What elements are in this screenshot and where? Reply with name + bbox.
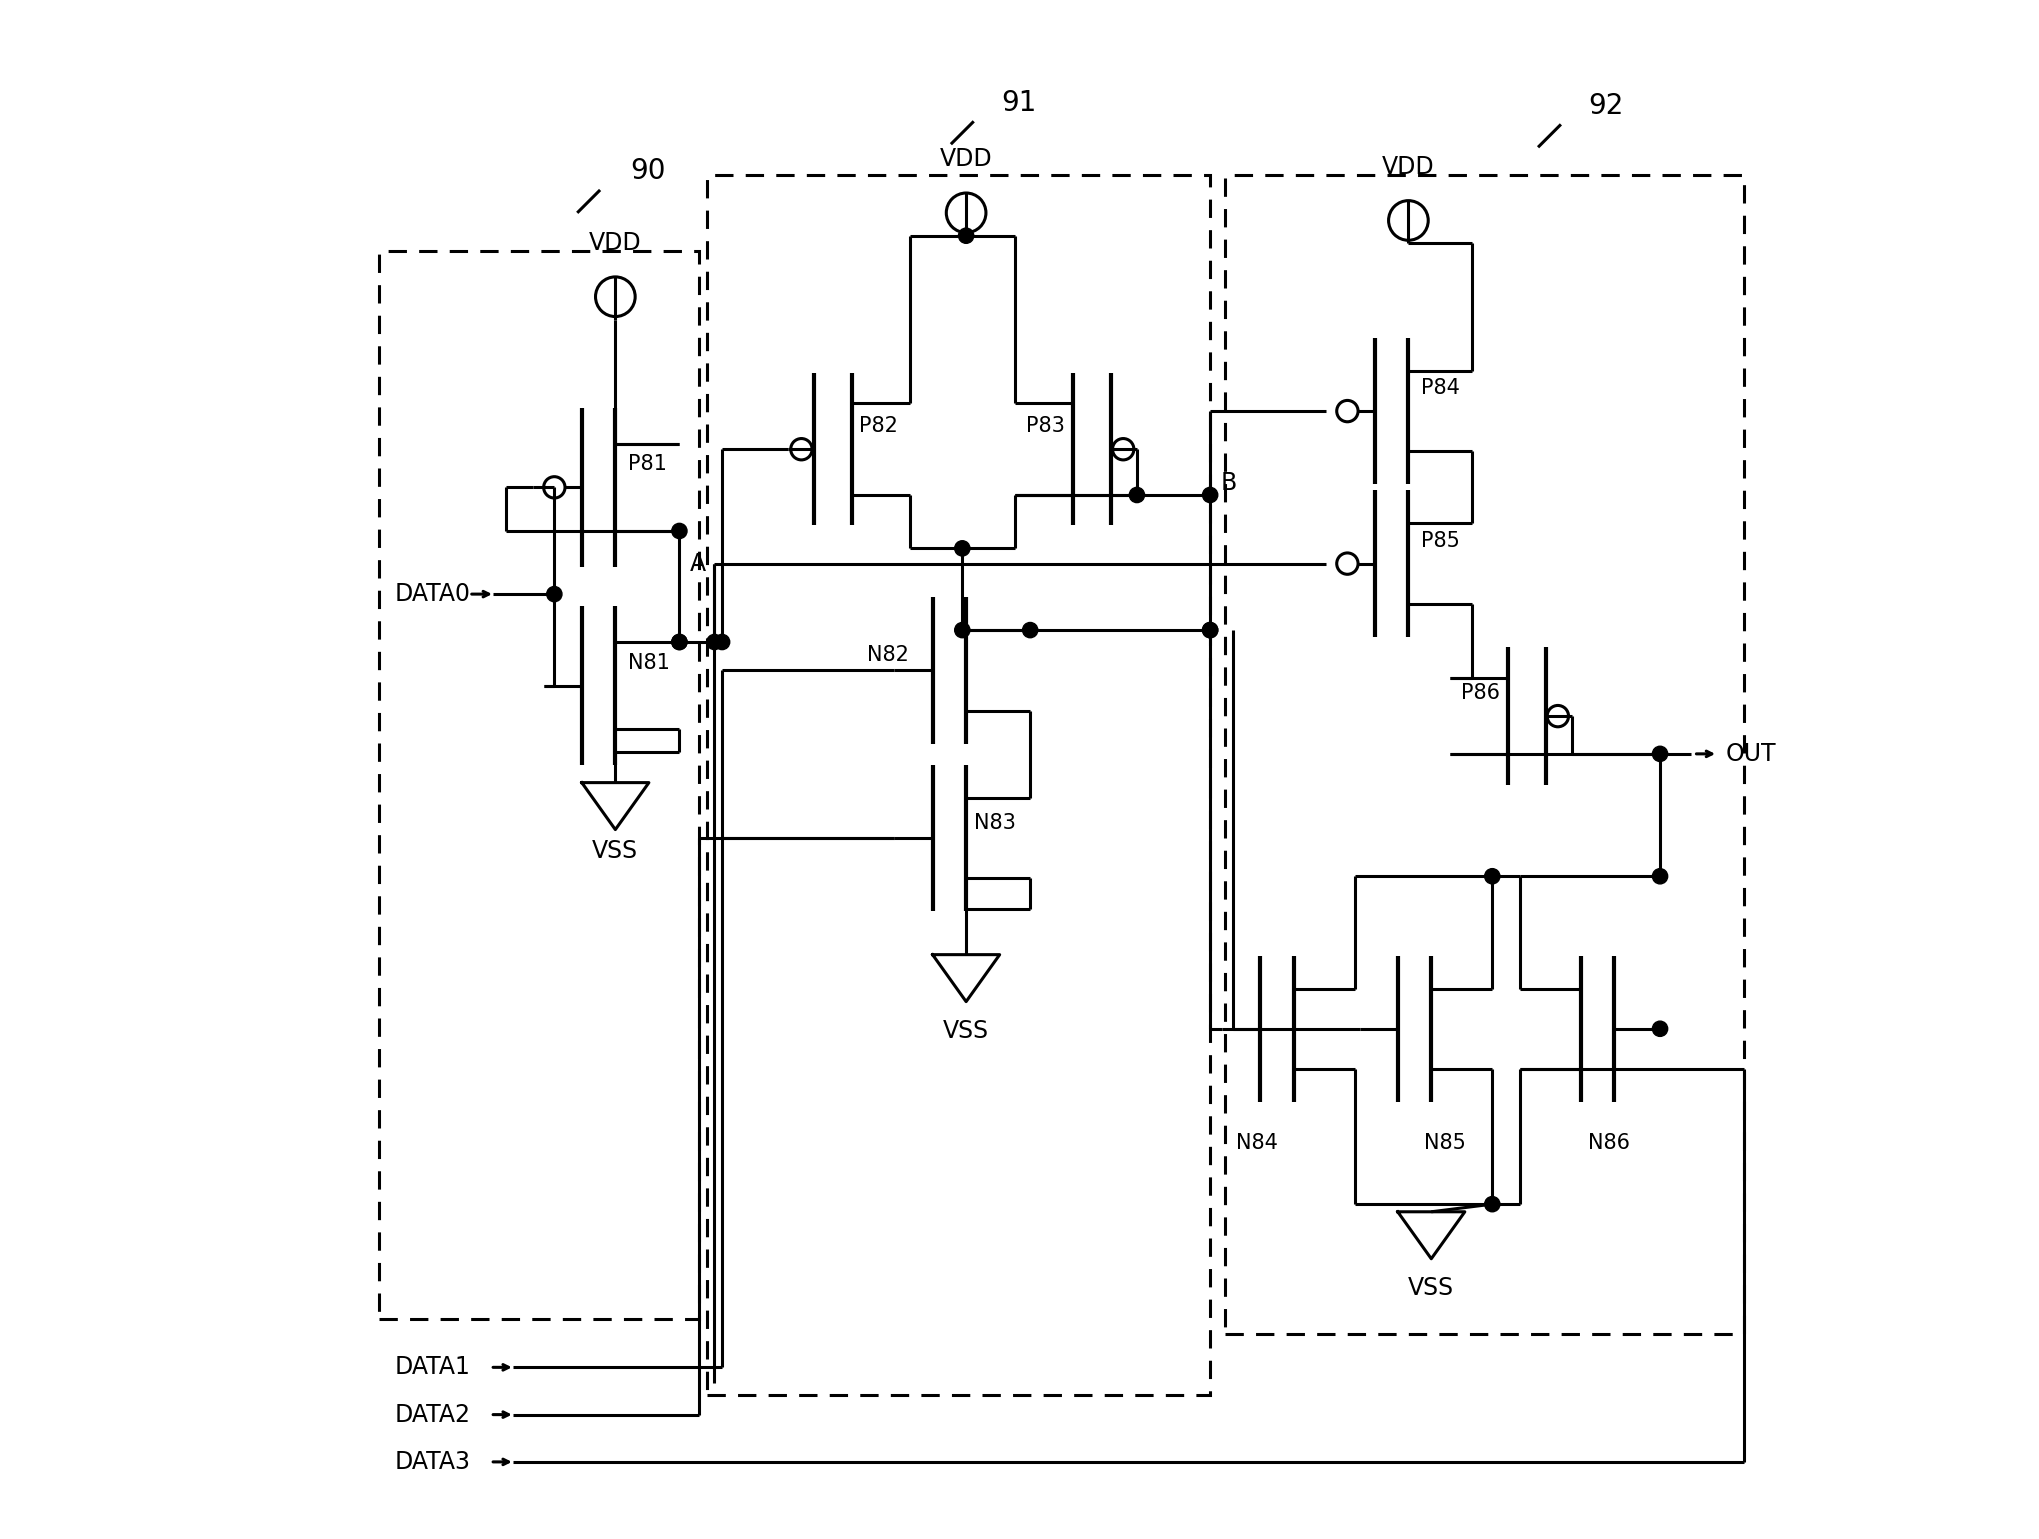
Bar bbox=[379, 251, 699, 1319]
Text: P81: P81 bbox=[628, 454, 667, 474]
Circle shape bbox=[1652, 746, 1668, 762]
Circle shape bbox=[714, 634, 730, 649]
Circle shape bbox=[1484, 1196, 1501, 1211]
Text: B: B bbox=[1221, 471, 1238, 494]
Text: P84: P84 bbox=[1421, 379, 1460, 399]
Text: DATA3: DATA3 bbox=[394, 1450, 471, 1474]
Circle shape bbox=[1652, 868, 1668, 883]
Bar bbox=[1225, 175, 1743, 1334]
Circle shape bbox=[671, 634, 687, 649]
Text: VDD: VDD bbox=[940, 148, 993, 171]
Text: DATA2: DATA2 bbox=[394, 1402, 471, 1427]
Circle shape bbox=[546, 586, 563, 602]
Circle shape bbox=[1203, 622, 1217, 637]
Text: N86: N86 bbox=[1588, 1133, 1631, 1153]
Text: VSS: VSS bbox=[1409, 1276, 1454, 1300]
Circle shape bbox=[958, 228, 975, 243]
Circle shape bbox=[671, 523, 687, 539]
Circle shape bbox=[671, 634, 687, 649]
Text: N85: N85 bbox=[1423, 1133, 1466, 1153]
Text: VDD: VDD bbox=[1382, 155, 1435, 179]
Text: 91: 91 bbox=[1001, 89, 1036, 117]
Text: N83: N83 bbox=[975, 813, 1015, 833]
Text: P85: P85 bbox=[1421, 531, 1460, 551]
Circle shape bbox=[954, 622, 971, 637]
Circle shape bbox=[1484, 868, 1501, 883]
Bar bbox=[708, 175, 1209, 1394]
Circle shape bbox=[954, 540, 971, 556]
Text: VSS: VSS bbox=[591, 839, 638, 863]
Text: OUT: OUT bbox=[1725, 742, 1776, 766]
Text: DATA0: DATA0 bbox=[394, 582, 471, 606]
Text: 92: 92 bbox=[1588, 92, 1623, 120]
Text: N84: N84 bbox=[1236, 1133, 1278, 1153]
Text: P82: P82 bbox=[858, 417, 899, 437]
Circle shape bbox=[1022, 622, 1038, 637]
Text: P86: P86 bbox=[1460, 683, 1501, 703]
Text: P83: P83 bbox=[1026, 417, 1064, 437]
Text: VDD: VDD bbox=[589, 231, 642, 255]
Text: N82: N82 bbox=[867, 645, 909, 665]
Circle shape bbox=[1652, 1022, 1668, 1036]
Circle shape bbox=[1203, 488, 1217, 503]
Circle shape bbox=[1203, 622, 1217, 637]
Text: N81: N81 bbox=[628, 653, 669, 673]
Text: VSS: VSS bbox=[944, 1019, 989, 1043]
Text: 90: 90 bbox=[630, 157, 667, 185]
Circle shape bbox=[708, 634, 722, 649]
Circle shape bbox=[1130, 488, 1144, 503]
Text: DATA1: DATA1 bbox=[394, 1356, 471, 1379]
Text: A: A bbox=[689, 551, 705, 576]
